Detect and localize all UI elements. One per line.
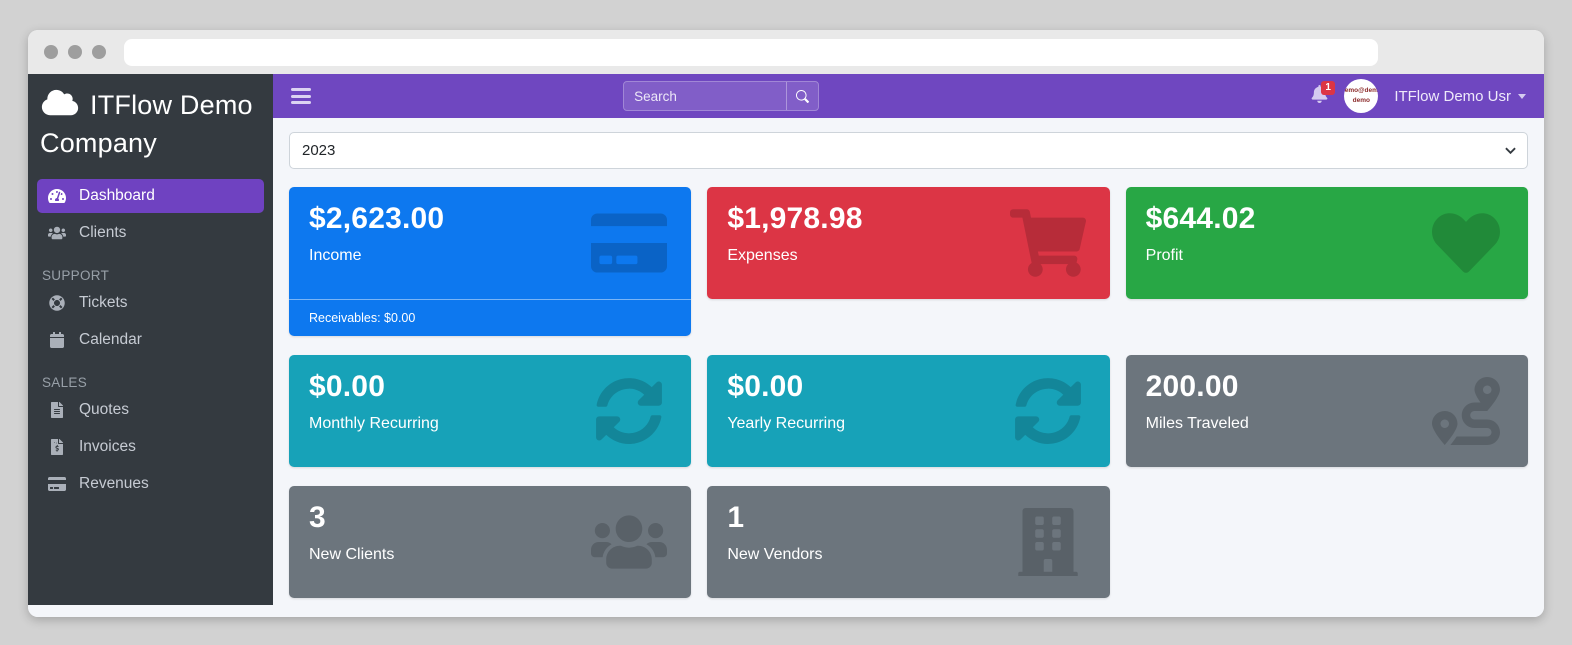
hamburger-menu-icon[interactable] bbox=[291, 88, 311, 104]
topbar-right: 1 demo@demo demo ITFlow Demo Usr bbox=[1311, 79, 1526, 113]
expenses-value: $1,978.98 bbox=[727, 202, 863, 235]
cards-grid: $2,623.00 Income Receivables: $0.00 $1,9… bbox=[289, 187, 1528, 598]
yearly-recurring-card: $0.00 Yearly Recurring bbox=[707, 355, 1110, 467]
sync-icon bbox=[1010, 377, 1086, 445]
sidebar-item-invoices[interactable]: Invoices bbox=[37, 430, 264, 464]
browser-chrome bbox=[28, 30, 1544, 74]
life-ring-icon bbox=[49, 295, 65, 311]
building-icon bbox=[1010, 508, 1086, 576]
file-lines-icon bbox=[51, 402, 63, 418]
users-icon bbox=[48, 226, 66, 240]
monthly-recurring-card: $0.00 Monthly Recurring bbox=[289, 355, 692, 467]
miles-traveled-card: 200.00 Miles Traveled bbox=[1125, 355, 1528, 467]
address-bar[interactable] bbox=[124, 38, 1378, 66]
sidebar-item-quotes[interactable]: Quotes bbox=[37, 393, 264, 427]
sidebar-section-sales: SALES bbox=[42, 375, 88, 390]
miles-traveled-value: 200.00 bbox=[1145, 370, 1239, 403]
new-vendors-card: 1 New Vendors bbox=[707, 486, 1110, 598]
expenses-label: Expenses bbox=[727, 247, 798, 264]
miles-traveled-label: Miles Traveled bbox=[1145, 415, 1249, 432]
sidebar-item-label: Tickets bbox=[79, 294, 128, 311]
sidebar-item-label: Quotes bbox=[79, 401, 129, 418]
income-value: $2,623.00 bbox=[309, 202, 445, 235]
expenses-card: $1,978.98 Expenses bbox=[707, 187, 1110, 299]
notifications-button[interactable]: 1 bbox=[1311, 80, 1335, 108]
sidebar-item-clients[interactable]: Clients bbox=[37, 216, 264, 250]
new-vendors-value: 1 bbox=[727, 501, 745, 534]
heart-icon bbox=[1428, 209, 1504, 277]
window-control-dot[interactable] bbox=[92, 45, 106, 59]
income-footer: Receivables: $0.00 bbox=[289, 299, 692, 336]
notification-badge: 1 bbox=[1321, 80, 1335, 95]
window-controls bbox=[44, 45, 106, 59]
chevron-down-icon bbox=[1518, 93, 1526, 99]
sync-icon bbox=[591, 377, 667, 445]
search-input[interactable] bbox=[624, 82, 787, 110]
file-invoice-dollar-icon bbox=[51, 439, 63, 455]
users-icon bbox=[591, 508, 668, 576]
brand-title: ITFlow Demo Company bbox=[40, 90, 253, 158]
cloud-icon bbox=[41, 89, 79, 116]
top-navbar: 1 demo@demo demo ITFlow Demo Usr bbox=[273, 74, 1544, 118]
sidebar-item-tickets[interactable]: Tickets bbox=[37, 286, 264, 320]
year-select-wrap: 2023 bbox=[289, 132, 1528, 169]
new-clients-card: 3 New Clients bbox=[289, 486, 692, 598]
new-clients-value: 3 bbox=[309, 501, 326, 534]
avatar[interactable]: demo@demo demo bbox=[1344, 79, 1379, 113]
monthly-recurring-label: Monthly Recurring bbox=[309, 415, 439, 432]
browser-window: ITFlow Demo Company Dashboard Clients SU… bbox=[28, 30, 1544, 617]
gauge-icon bbox=[48, 189, 66, 203]
credit-card-icon bbox=[48, 477, 66, 491]
sidebar: ITFlow Demo Company Dashboard Clients SU… bbox=[28, 74, 273, 605]
credit-card-icon bbox=[591, 209, 668, 277]
window-bottom-strip bbox=[28, 605, 1544, 617]
sidebar-item-calendar[interactable]: Calendar bbox=[37, 323, 264, 357]
sidebar-item-dashboard[interactable]: Dashboard bbox=[37, 179, 264, 213]
calendar-icon bbox=[50, 332, 64, 348]
new-vendors-label: New Vendors bbox=[727, 546, 823, 563]
profit-value: $644.02 bbox=[1145, 202, 1256, 235]
yearly-recurring-value: $0.00 bbox=[727, 370, 804, 403]
window-control-dot[interactable] bbox=[44, 45, 58, 59]
profit-card: $644.02 Profit bbox=[1125, 187, 1528, 299]
user-name: ITFlow Demo Usr bbox=[1394, 87, 1511, 105]
search-icon bbox=[796, 89, 810, 103]
brand[interactable]: ITFlow Demo Company bbox=[28, 74, 273, 168]
shopping-cart-icon bbox=[1009, 209, 1086, 277]
sidebar-item-label: Revenues bbox=[79, 475, 149, 492]
new-clients-label: New Clients bbox=[309, 546, 395, 563]
app: ITFlow Demo Company Dashboard Clients SU… bbox=[28, 74, 1544, 605]
sidebar-item-label: Clients bbox=[79, 224, 127, 241]
monthly-recurring-value: $0.00 bbox=[309, 370, 386, 403]
window-control-dot[interactable] bbox=[68, 45, 82, 59]
search-group bbox=[623, 81, 820, 111]
yearly-recurring-label: Yearly Recurring bbox=[727, 415, 846, 432]
sidebar-item-label: Dashboard bbox=[79, 187, 155, 204]
route-icon bbox=[1428, 377, 1504, 445]
income-card: $2,623.00 Income Receivables: $0.00 bbox=[289, 187, 692, 336]
year-select[interactable]: 2023 bbox=[289, 132, 1528, 169]
sidebar-nav: Dashboard Clients SUPPORT Tickets Calend… bbox=[28, 168, 273, 504]
user-menu[interactable]: ITFlow Demo Usr bbox=[1394, 88, 1526, 105]
sidebar-item-label: Invoices bbox=[79, 438, 136, 455]
main-area: 1 demo@demo demo ITFlow Demo Usr 2023 bbox=[273, 74, 1544, 605]
profit-label: Profit bbox=[1145, 247, 1183, 264]
dashboard-content: 2023 $2,623.00 Income bbox=[273, 118, 1544, 605]
sidebar-item-label: Calendar bbox=[79, 331, 142, 348]
income-label: Income bbox=[309, 247, 362, 264]
sidebar-item-revenues[interactable]: Revenues bbox=[37, 467, 264, 501]
sidebar-section-support: SUPPORT bbox=[42, 268, 110, 283]
search-button[interactable] bbox=[786, 82, 819, 110]
